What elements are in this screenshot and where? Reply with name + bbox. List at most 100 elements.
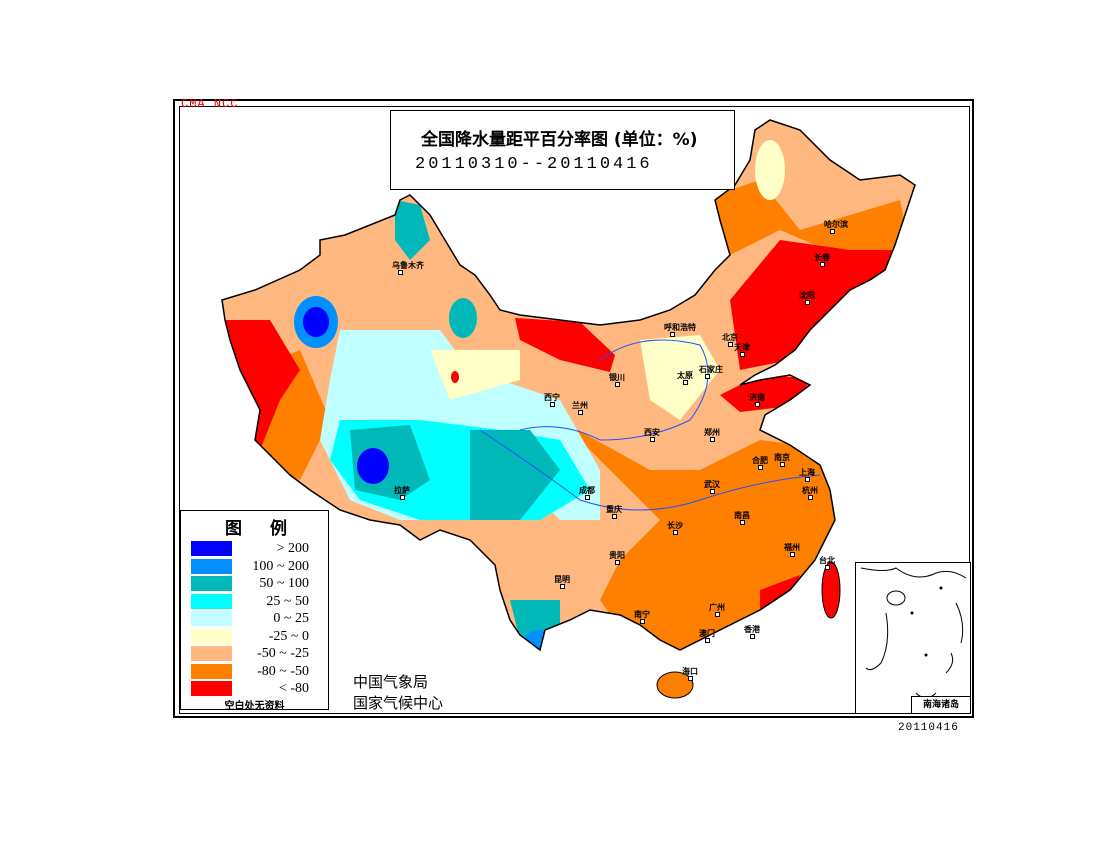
region-northeast-minus80-50 bbox=[700, 180, 915, 300]
region-inner-mongolia-red bbox=[515, 318, 615, 372]
city-marker-icon bbox=[728, 342, 733, 347]
city-label: 长沙 bbox=[667, 521, 683, 530]
yellow-river bbox=[519, 339, 709, 441]
city-label: 香港 bbox=[744, 625, 760, 634]
agency-ncc: 国家气候中心 bbox=[353, 694, 444, 712]
legend-label: -25 ~ 0 bbox=[268, 628, 309, 644]
city-label: 长春 bbox=[814, 253, 830, 262]
no-data-note: 空白处无资料 bbox=[224, 701, 285, 712]
city-label: 成都 bbox=[579, 486, 595, 495]
city-marker-icon bbox=[740, 352, 745, 357]
hainan-island bbox=[656, 671, 694, 699]
city-label: 广州 bbox=[709, 603, 725, 612]
legend-item: -80 ~ -50 bbox=[191, 663, 321, 679]
city-label: 太原 bbox=[677, 371, 693, 380]
legend-swatch bbox=[191, 576, 232, 591]
date-range: 20110310--20110416 bbox=[415, 155, 653, 174]
city-marker-icon bbox=[585, 495, 590, 500]
region-west-red bbox=[222, 320, 300, 450]
inset-label: 南海诸岛 bbox=[911, 696, 970, 713]
legend-swatch bbox=[191, 681, 232, 696]
city-label: 上海 bbox=[799, 468, 815, 477]
city-label: 石家庄 bbox=[699, 365, 723, 374]
map-frame-inner bbox=[179, 106, 970, 714]
city-marker-icon bbox=[740, 520, 745, 525]
city-marker-icon bbox=[830, 229, 835, 234]
region-minus25-0-b bbox=[430, 350, 520, 400]
region-50-100-d bbox=[395, 200, 430, 260]
city-label: 重庆 bbox=[606, 505, 622, 514]
city-marker-icon bbox=[758, 465, 763, 470]
city-label: 福州 bbox=[784, 543, 800, 552]
city-label: 乌鲁木齐 bbox=[392, 261, 424, 270]
city-marker-icon bbox=[820, 262, 825, 267]
city-marker-icon bbox=[780, 462, 785, 467]
legend-swatch bbox=[191, 663, 232, 679]
legend-swatch bbox=[191, 611, 232, 626]
legend-item: 100 ~ 200 bbox=[191, 558, 321, 574]
city-label: 南昌 bbox=[734, 511, 750, 520]
city-marker-icon bbox=[550, 402, 555, 407]
city-label: 拉萨 bbox=[394, 486, 410, 495]
city-label: 兰州 bbox=[572, 401, 588, 410]
city-marker-icon bbox=[400, 495, 405, 500]
city-marker-icon bbox=[688, 676, 693, 681]
legend-swatch bbox=[191, 593, 232, 609]
city-marker-icon bbox=[790, 552, 795, 557]
region-minus25-0 bbox=[640, 335, 720, 420]
city-label: 南京 bbox=[774, 453, 790, 462]
yangtze-river bbox=[479, 429, 821, 511]
legend-swatch bbox=[191, 558, 232, 574]
city-marker-icon bbox=[805, 300, 810, 305]
city-marker-icon bbox=[683, 380, 688, 385]
city-marker-icon bbox=[650, 437, 655, 442]
city-marker-icon bbox=[560, 584, 565, 589]
legend-label: 25 ~ 50 bbox=[266, 593, 309, 609]
city-label: 合肥 bbox=[752, 456, 768, 465]
city-marker-icon bbox=[578, 410, 583, 415]
legend-title: 图例 bbox=[225, 519, 315, 539]
city-marker-icon bbox=[673, 530, 678, 535]
city-label: 南宁 bbox=[634, 610, 650, 619]
city-label: 哈尔滨 bbox=[824, 220, 848, 229]
legend-item: -25 ~ 0 bbox=[191, 628, 321, 644]
legend-label: 0 ~ 25 bbox=[273, 611, 309, 626]
legend-label: 50 ~ 100 bbox=[259, 576, 309, 591]
city-label: 天津 bbox=[734, 343, 750, 352]
legend-label: -80 ~ -50 bbox=[257, 663, 309, 679]
legend-item: < -80 bbox=[191, 681, 321, 696]
city-label: 海口 bbox=[682, 667, 698, 676]
legend: 图例 > 200 100 ~ 200 50 ~ 100 25 ~ 50 0 ~ 25 -2… bbox=[180, 510, 329, 712]
legend-item: 50 ~ 100 bbox=[191, 576, 321, 591]
city-marker-icon bbox=[640, 619, 645, 624]
legend-item: 0 ~ 25 bbox=[191, 611, 321, 626]
city-label: 昆明 bbox=[554, 575, 570, 584]
city-marker-icon bbox=[808, 495, 813, 500]
city-label: 沈阳 bbox=[799, 291, 815, 300]
city-label: 北京 bbox=[722, 333, 738, 342]
region-gt200-b bbox=[303, 307, 329, 337]
region-gt200 bbox=[357, 448, 389, 484]
legend-swatch bbox=[191, 628, 232, 644]
region-northeast-red bbox=[730, 240, 900, 370]
city-marker-icon bbox=[398, 270, 403, 275]
map-frame-outer bbox=[173, 99, 974, 718]
inset-map bbox=[860, 567, 967, 699]
region-small-red bbox=[451, 371, 459, 383]
legend-item: > 200 bbox=[191, 541, 321, 556]
city-marker-icon bbox=[750, 634, 755, 639]
legend-label: > 200 bbox=[276, 541, 309, 556]
legend-item: 25 ~ 50 bbox=[191, 593, 321, 609]
city-marker-icon bbox=[705, 374, 710, 379]
city-marker-icon bbox=[825, 565, 830, 570]
watermark: CMA NCC bbox=[181, 97, 239, 111]
city-label: 郑州 bbox=[704, 428, 720, 437]
legend-label: 100 ~ 200 bbox=[252, 558, 309, 574]
city-marker-icon bbox=[670, 332, 675, 337]
region-minus25-0-c bbox=[755, 140, 785, 200]
city-marker-icon bbox=[615, 560, 620, 565]
taiwan-island bbox=[821, 561, 841, 619]
region-50-100-b bbox=[470, 430, 560, 520]
city-label: 西安 bbox=[644, 428, 660, 437]
